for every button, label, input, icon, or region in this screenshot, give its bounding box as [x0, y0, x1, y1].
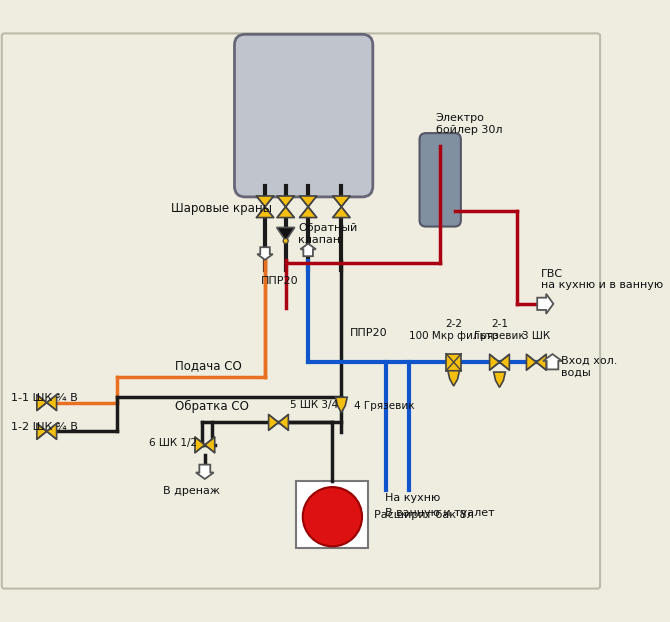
Polygon shape	[299, 196, 317, 207]
FancyBboxPatch shape	[419, 133, 461, 226]
Text: 5 ШК 3/4: 5 ШК 3/4	[290, 400, 338, 410]
Polygon shape	[543, 354, 562, 369]
Circle shape	[283, 238, 288, 243]
Text: 1-2 ШК ¾ В: 1-2 ШК ¾ В	[11, 422, 78, 432]
Polygon shape	[257, 247, 273, 260]
Text: В дренаж: В дренаж	[163, 486, 220, 496]
Polygon shape	[37, 424, 47, 439]
Polygon shape	[527, 355, 536, 370]
Text: Подача СО: Подача СО	[175, 359, 242, 372]
Polygon shape	[277, 207, 294, 218]
Text: На кухню: На кухню	[385, 493, 440, 503]
Polygon shape	[494, 372, 505, 388]
Polygon shape	[299, 207, 317, 218]
Text: Обратка СО: Обратка СО	[175, 400, 249, 413]
Polygon shape	[37, 395, 47, 411]
Text: ППР20: ППР20	[261, 276, 298, 286]
Bar	[296, 481, 368, 548]
Polygon shape	[205, 437, 214, 453]
Polygon shape	[47, 395, 56, 411]
FancyBboxPatch shape	[2, 34, 600, 588]
Text: Расширит бак 8л: Расширит бак 8л	[374, 510, 474, 520]
Circle shape	[303, 487, 362, 546]
Text: ППР20: ППР20	[350, 328, 388, 338]
Bar	[446, 354, 462, 371]
Polygon shape	[537, 294, 553, 314]
Text: В ванную и туалет: В ванную и туалет	[385, 508, 494, 518]
Polygon shape	[277, 228, 295, 241]
Text: Шаровые краны: Шаровые краны	[171, 202, 272, 215]
Text: 1-1 ШК ¾ В: 1-1 ШК ¾ В	[11, 393, 78, 403]
Text: 6 ШК 1/2: 6 ШК 1/2	[149, 438, 197, 448]
Polygon shape	[300, 244, 316, 256]
Polygon shape	[269, 414, 279, 430]
FancyBboxPatch shape	[234, 34, 373, 197]
Polygon shape	[333, 196, 350, 207]
Text: Обратный
клапан: Обратный клапан	[298, 223, 358, 244]
Polygon shape	[47, 424, 56, 439]
Polygon shape	[336, 397, 347, 412]
Polygon shape	[500, 355, 509, 370]
Polygon shape	[536, 355, 546, 370]
Text: ГВС
на кухню и в ванную: ГВС на кухню и в ванную	[541, 269, 663, 290]
Polygon shape	[333, 207, 350, 218]
Polygon shape	[257, 207, 273, 218]
Text: 3 ШК: 3 ШК	[523, 331, 550, 341]
Polygon shape	[257, 196, 273, 207]
Polygon shape	[277, 196, 294, 207]
Text: Электро
бойлер 30л: Электро бойлер 30л	[436, 113, 502, 135]
Polygon shape	[448, 371, 460, 386]
Text: 4 Грязевик: 4 Грязевик	[354, 401, 415, 411]
Text: Вход хол.
воды: Вход хол. воды	[561, 356, 618, 378]
Text: 2-1
Грязевик: 2-1 Грязевик	[474, 319, 525, 341]
Polygon shape	[196, 465, 214, 479]
Text: 2-2
100 Мкр фильтр: 2-2 100 Мкр фильтр	[409, 319, 498, 341]
Polygon shape	[279, 414, 288, 430]
Polygon shape	[195, 437, 205, 453]
Polygon shape	[490, 355, 500, 370]
